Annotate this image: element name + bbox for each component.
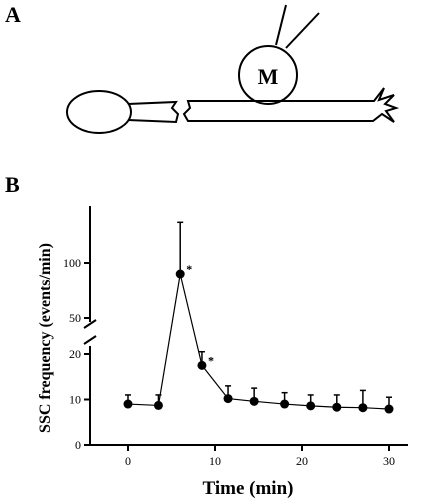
x-tick-label: 0 — [125, 454, 131, 468]
data-point — [223, 394, 233, 404]
data-point — [358, 403, 368, 413]
data-point — [123, 399, 133, 409]
recording-cell-circle — [238, 45, 298, 105]
panel-b-label: B — [5, 172, 20, 197]
data-point — [384, 404, 394, 414]
data-point — [153, 400, 163, 410]
x-tick-label: 30 — [383, 454, 395, 468]
y-tick-label: 100 — [63, 256, 81, 270]
significance-marker: * — [186, 262, 192, 276]
soma-left — [66, 90, 132, 134]
axon-left-segment — [127, 100, 180, 124]
panel-a-label: A — [5, 2, 21, 27]
x-tick-label: 20 — [296, 454, 308, 468]
neuron-label: M — [258, 64, 279, 89]
y-tick-label: 50 — [69, 311, 81, 325]
x-axis-label: Time (min) — [203, 478, 294, 499]
significance-marker: * — [208, 353, 214, 367]
axis-break-mark — [83, 319, 97, 329]
data-point — [306, 401, 316, 411]
series-line — [127, 273, 390, 410]
x-tick-label: 10 — [209, 454, 221, 468]
axis-break-mark — [83, 335, 97, 345]
data-point — [175, 269, 185, 279]
data-point — [249, 396, 259, 406]
y-tick-label: 0 — [75, 438, 81, 452]
axon-right-segment — [182, 87, 400, 123]
neuron-schematic: M — [66, 4, 400, 134]
data-point — [280, 399, 290, 409]
y-axis-label: SSC frequency (events/min) — [37, 243, 54, 433]
electrode-right — [285, 12, 320, 49]
data-point — [197, 360, 207, 370]
y-tick-label: 10 — [69, 393, 81, 407]
y-tick-label: 20 — [69, 347, 81, 361]
electrode-left — [275, 4, 287, 46]
data-point — [332, 402, 342, 412]
